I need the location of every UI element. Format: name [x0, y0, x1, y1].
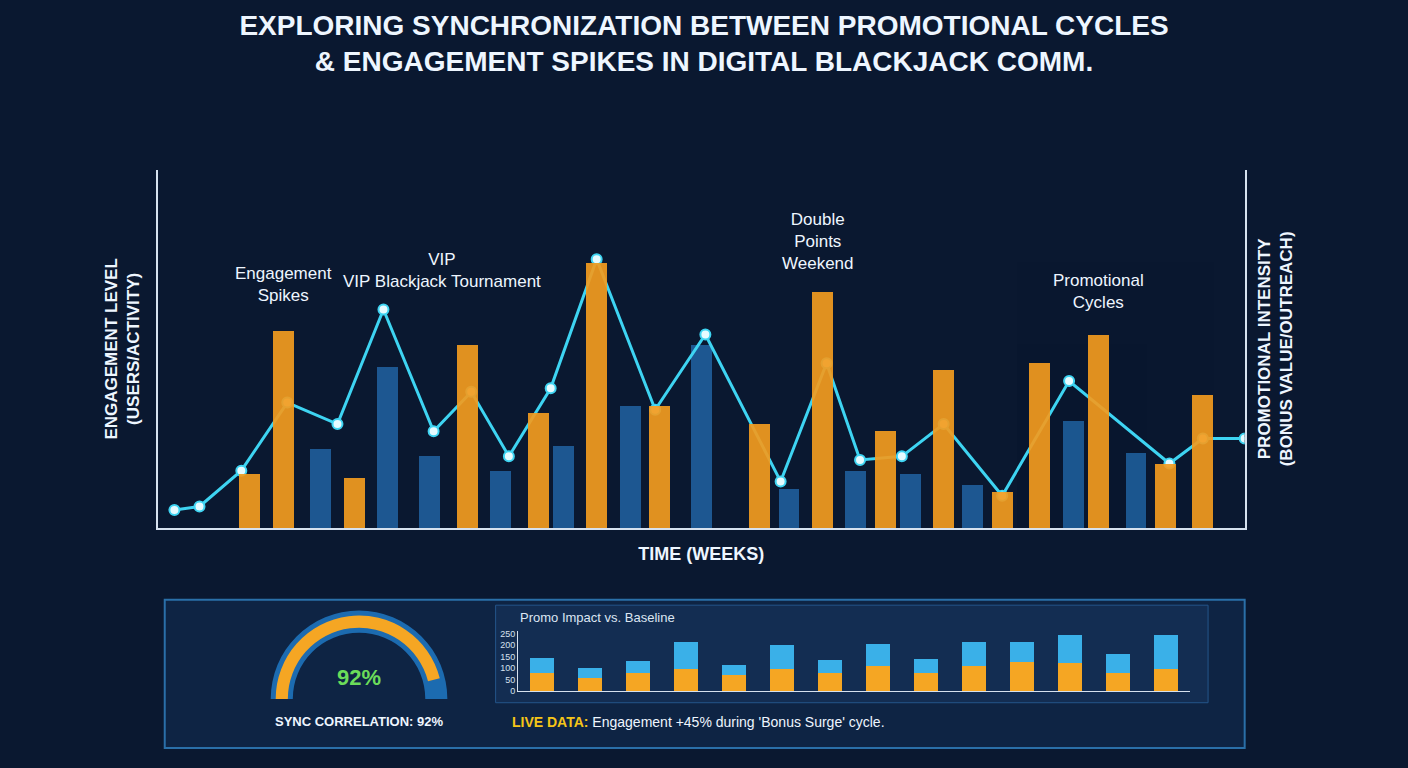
- svg-text:EXPLORING SYNCHRONIZATION BETW: EXPLORING SYNCHRONIZATION BETWEEN PROMOT…: [239, 10, 1168, 77]
- svg-text:150: 150: [500, 652, 515, 662]
- svg-text:92%: 92%: [337, 665, 381, 690]
- svg-text:50: 50: [505, 675, 515, 685]
- svg-text:PromotionalCycles: PromotionalCycles: [1053, 271, 1144, 312]
- svg-text:EngagementSpikes: EngagementSpikes: [235, 264, 332, 305]
- svg-text:ENGAGEMENT LEVEL(USERS/ACTIVIT: ENGAGEMENT LEVEL(USERS/ACTIVITY): [102, 258, 143, 439]
- svg-text:250: 250: [500, 629, 515, 639]
- svg-text:200: 200: [500, 640, 515, 650]
- svg-text:0: 0: [510, 686, 515, 696]
- svg-text:LIVE DATA: Engagement +45% dur: LIVE DATA: Engagement +45% during 'Bonus…: [512, 714, 885, 730]
- svg-text:100: 100: [500, 663, 515, 673]
- svg-text:Promo Impact vs. Baseline: Promo Impact vs. Baseline: [520, 610, 675, 625]
- svg-text:SYNC CORRELATION: 92%: SYNC CORRELATION: 92%: [275, 714, 443, 729]
- svg-text:DoublePointsWeekend: DoublePointsWeekend: [782, 210, 854, 273]
- svg-text:TIME (WEEKS): TIME (WEEKS): [638, 544, 764, 564]
- svg-text:VIPVIP Blackjack Tournament: VIPVIP Blackjack Tournament: [343, 250, 541, 291]
- svg-text:PROMOTIONAL INTENSITY(BONUS VA: PROMOTIONAL INTENSITY(BONUS VALUE/OUTREA…: [1255, 231, 1296, 466]
